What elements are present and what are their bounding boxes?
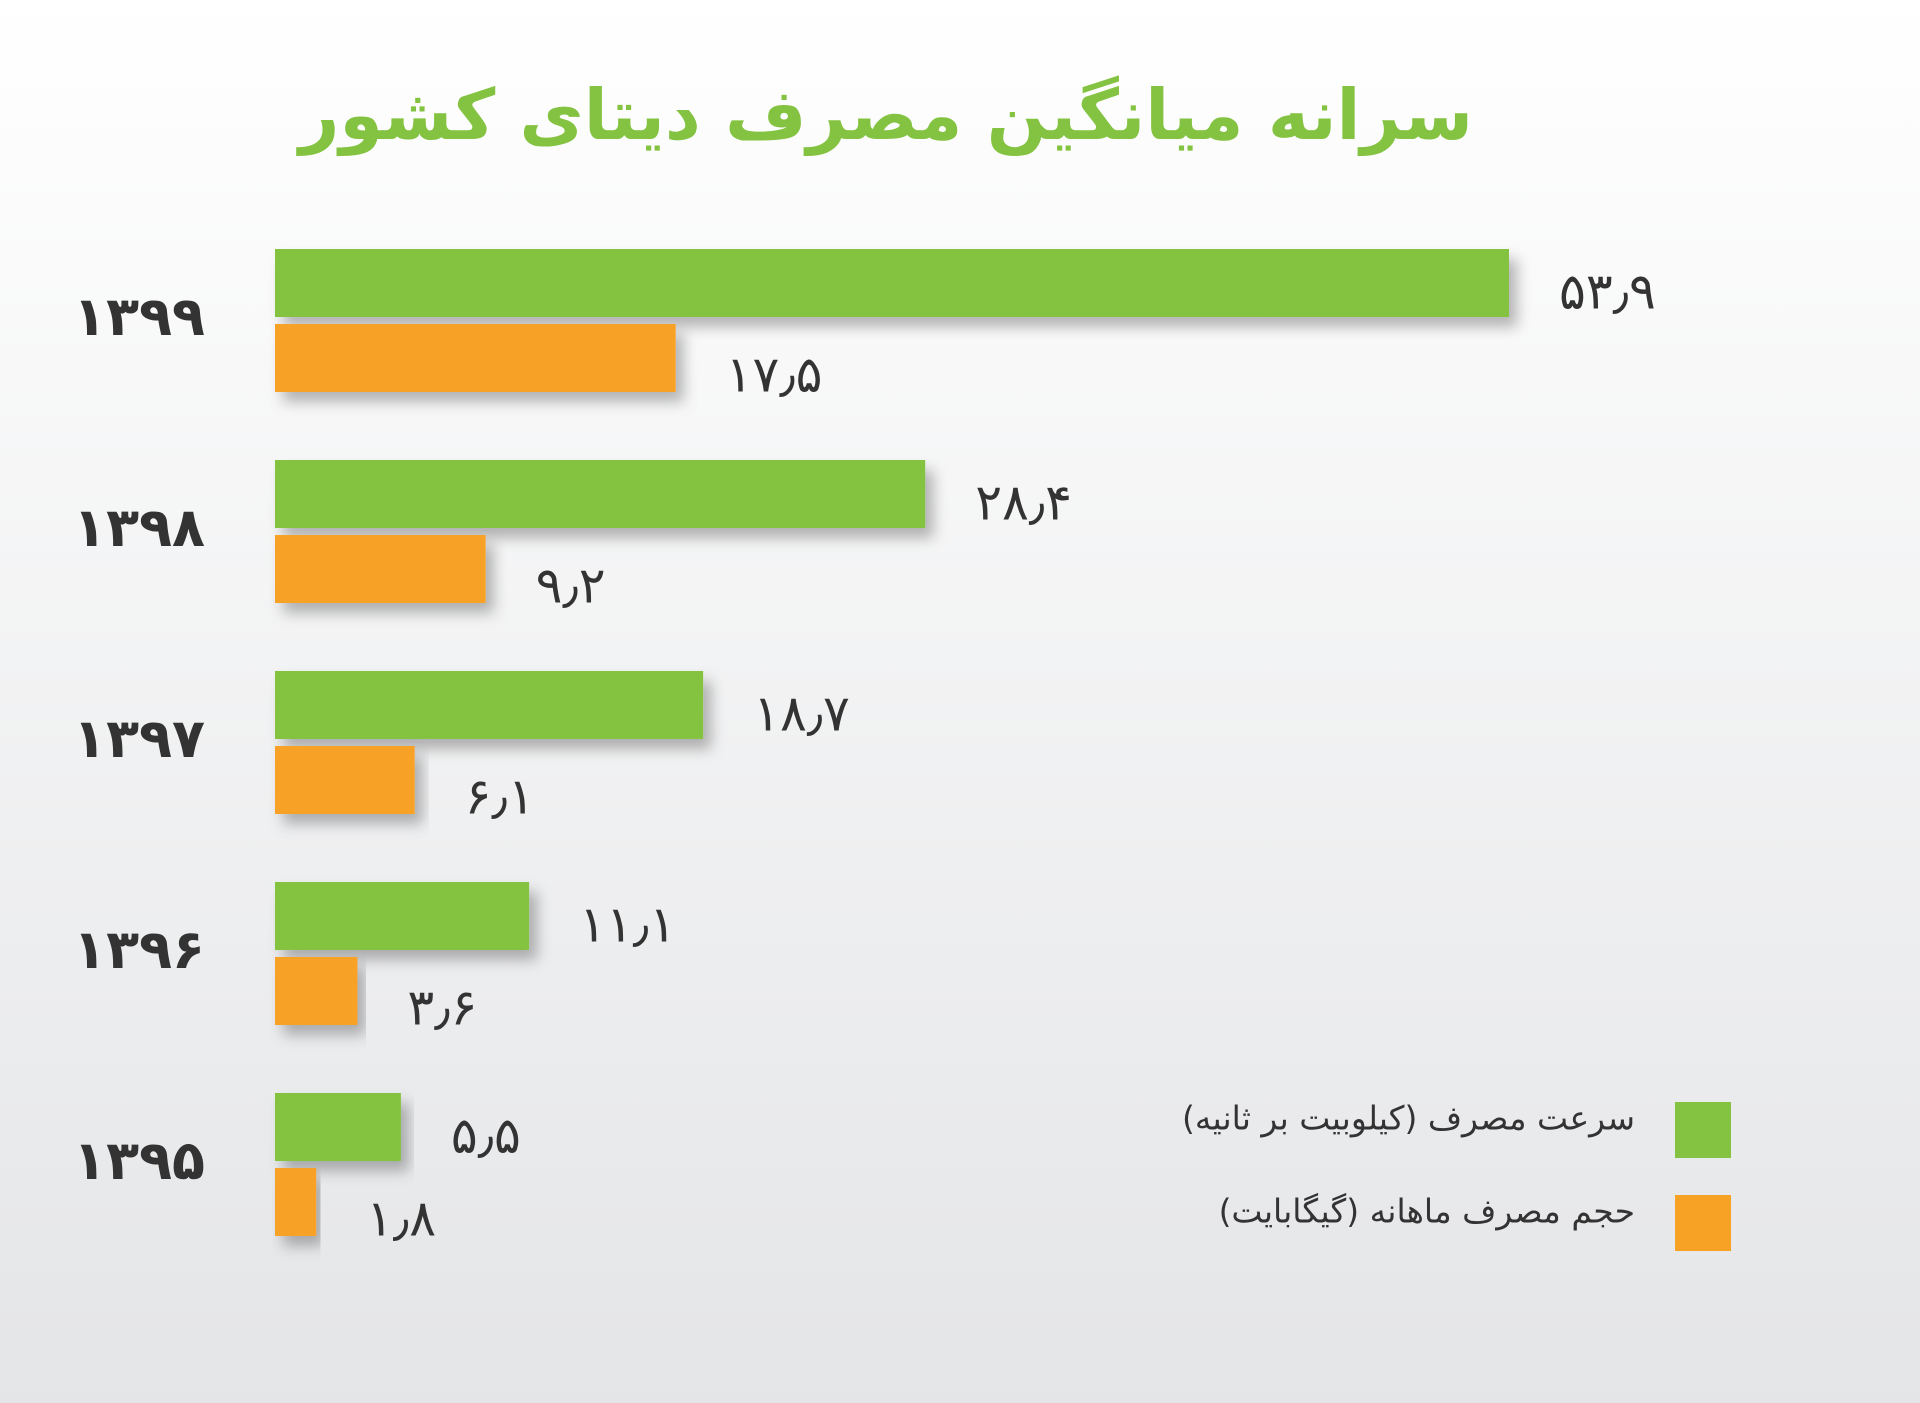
bar xyxy=(275,671,704,739)
bar xyxy=(275,1168,317,1236)
y-tick-label: ۱۳۹۸ xyxy=(73,496,205,559)
y-tick-label: ۱۳۹۶ xyxy=(73,918,205,981)
legend-label: حجم مصرف ماهانه (گیگابایت) xyxy=(1219,1192,1635,1231)
value-label: ۵٫۵ xyxy=(451,1107,521,1165)
bar xyxy=(275,535,486,603)
bar xyxy=(275,249,1509,317)
y-tick-label: ۱۳۹۹ xyxy=(73,285,205,348)
legend-swatch xyxy=(1675,1195,1731,1251)
value-label: ۱٫۸ xyxy=(366,1190,436,1248)
bar xyxy=(275,957,358,1025)
bar xyxy=(275,460,926,528)
value-label: ۱۸٫۷ xyxy=(753,685,850,743)
bar xyxy=(275,1093,401,1161)
chart-title: سرانه میانگین مصرف دیتای کشور xyxy=(296,74,1473,156)
value-label: ۹٫۲ xyxy=(536,557,606,615)
value-label: ۲۸٫۴ xyxy=(975,474,1072,532)
value-label: ۱۷٫۵ xyxy=(726,346,823,404)
bar xyxy=(275,882,530,950)
legend-swatch xyxy=(1675,1102,1731,1158)
legend-label: سرعت مصرف (کیلوبیت بر ثانیه) xyxy=(1182,1099,1635,1138)
value-label: ۶٫۱ xyxy=(465,768,535,826)
y-tick-label: ۱۳۹۷ xyxy=(73,707,205,770)
bar xyxy=(275,324,676,392)
value-label: ۱۱٫۱ xyxy=(579,896,676,954)
value-label: ۵۳٫۹ xyxy=(1559,263,1656,321)
bar xyxy=(275,746,415,814)
y-tick-label: ۱۳۹۵ xyxy=(73,1129,205,1192)
value-label: ۳٫۶ xyxy=(407,979,477,1037)
